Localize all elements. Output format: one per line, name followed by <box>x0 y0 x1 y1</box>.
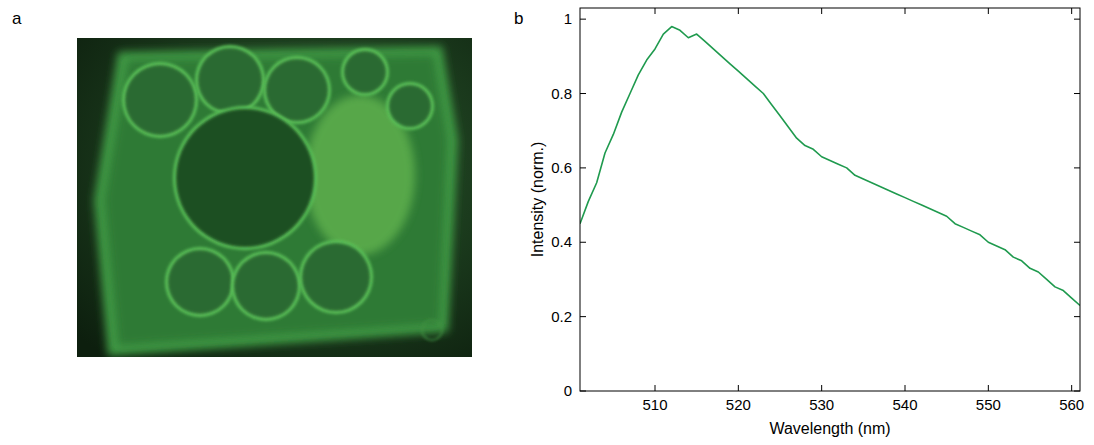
x-tick <box>905 8 906 14</box>
vesicle-rim <box>173 106 317 250</box>
x-tick <box>655 385 656 391</box>
spectrum-line <box>580 27 1080 306</box>
y-tick-label: 1 <box>564 10 572 27</box>
x-tick <box>1071 385 1072 391</box>
plot-frame <box>580 8 1080 391</box>
y-tick <box>1074 167 1080 168</box>
vesicle-lumen <box>176 109 314 247</box>
vesicle-lumen <box>234 254 298 318</box>
vesicle-rim <box>231 251 301 321</box>
y-tick <box>580 167 586 168</box>
x-tick-label: 550 <box>976 396 1001 413</box>
vesicle-rim <box>299 240 373 314</box>
x-tick <box>821 385 822 391</box>
y-tick <box>1074 93 1080 94</box>
y-tick <box>580 242 586 243</box>
y-axis-title: Intensity (norm.) <box>529 142 546 258</box>
y-tick <box>1074 19 1080 20</box>
x-tick <box>821 8 822 14</box>
y-tick <box>580 19 586 20</box>
y-tick <box>580 93 586 94</box>
x-tick <box>988 385 989 391</box>
x-tick <box>738 385 739 391</box>
vesicle-lumen <box>344 51 386 93</box>
panel-letter: a <box>12 9 22 28</box>
x-tick <box>988 8 989 14</box>
panel-letter: b <box>514 9 523 28</box>
y-tick <box>580 316 586 317</box>
y-tick-label: 0.4 <box>551 233 572 250</box>
x-tick-label: 540 <box>892 396 917 413</box>
plot-area <box>580 27 1080 306</box>
micrograph-background <box>77 38 472 357</box>
y-tick <box>1074 242 1080 243</box>
figure: a b 510 520 530 540 550 560 0 0.2 0.4 0.6 0.8 1 Wavele… <box>0 0 1094 445</box>
y-tick <box>1074 316 1080 317</box>
vesicle-lumen <box>198 48 262 112</box>
y-tick-label: 0 <box>564 382 572 399</box>
x-tick-label: 530 <box>809 396 834 413</box>
vesicle-lumen <box>389 85 431 127</box>
y-tick-label: 0.6 <box>551 159 572 176</box>
vesicle-lumen <box>302 243 370 311</box>
x-tick-label: 560 <box>1059 396 1084 413</box>
y-tick <box>1074 391 1080 392</box>
vesicle-rim <box>122 62 198 138</box>
y-tick-label: 0.8 <box>551 85 572 102</box>
x-tick <box>905 385 906 391</box>
micrograph <box>77 38 472 357</box>
x-tick-label: 510 <box>642 396 667 413</box>
x-axis-title: Wavelength (nm) <box>769 420 890 437</box>
cell-interior <box>104 55 448 346</box>
vesicle-lumen <box>266 59 328 121</box>
x-tick <box>1071 8 1072 14</box>
cell-body <box>94 46 458 356</box>
y-tick <box>580 391 586 392</box>
vesicle-rim <box>165 247 235 317</box>
x-tick-label: 520 <box>726 396 751 413</box>
x-tick <box>738 8 739 14</box>
vesicle-lumen <box>125 65 195 135</box>
x-tick <box>655 8 656 14</box>
small-vesicle <box>422 320 442 340</box>
y-tick-label: 0.2 <box>551 308 572 325</box>
vesicle-rim <box>195 45 265 115</box>
vesicle-lumen <box>168 250 232 314</box>
vesicle-rim <box>341 48 389 96</box>
vesicle-rim <box>386 82 434 130</box>
